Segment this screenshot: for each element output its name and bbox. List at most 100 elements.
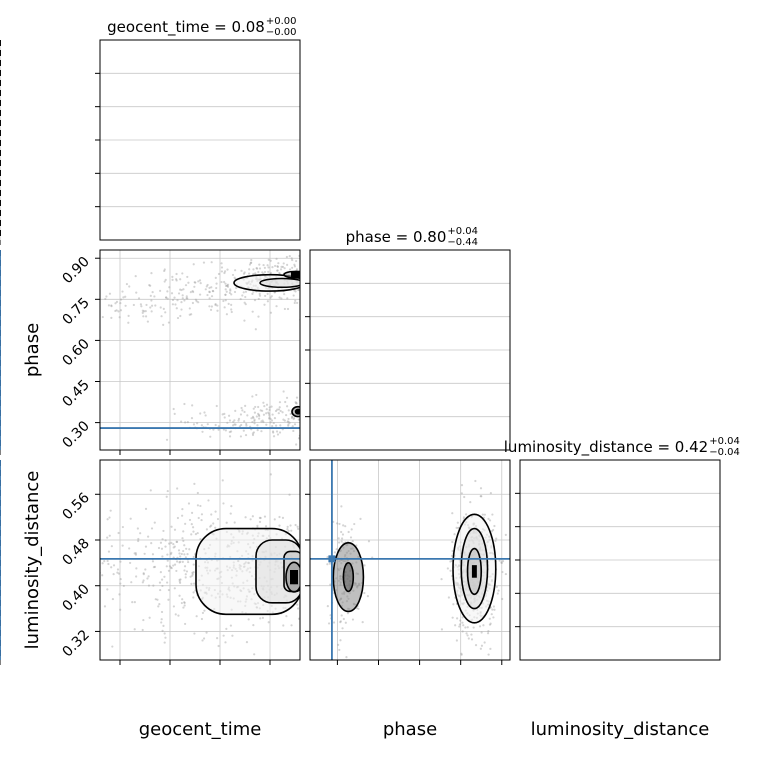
sample-point (267, 270, 270, 273)
sample-point (306, 269, 308, 271)
sample-point (461, 621, 464, 624)
sample-point (243, 410, 246, 414)
sample-point (464, 513, 468, 516)
y-tick-label-phase: 0.75 (59, 295, 92, 328)
sample-point (157, 546, 161, 550)
sample-point (179, 314, 182, 318)
sample-point (483, 513, 486, 516)
sample-point (199, 504, 202, 508)
sample-point (278, 401, 282, 404)
sample-point (224, 293, 227, 296)
sample-point (330, 417, 332, 419)
sample-point (303, 286, 305, 288)
y-axis-label-luminosity_distance: luminosity_distance (22, 471, 43, 650)
sample-point (311, 258, 313, 260)
sample-point (287, 423, 290, 426)
sample-point (224, 288, 227, 291)
sample-point (286, 528, 289, 531)
sample-point (204, 414, 207, 417)
sample-point (217, 428, 220, 431)
sample-point (276, 265, 279, 268)
sample-point (363, 564, 366, 567)
sample-point (292, 429, 295, 433)
sample-point (224, 641, 227, 644)
sample-point (262, 263, 265, 267)
sample-point (320, 260, 322, 262)
sample-point (470, 638, 474, 641)
sample-point (124, 295, 127, 298)
sample-point (478, 625, 482, 628)
sample-point (314, 256, 316, 258)
sample-point (294, 523, 297, 527)
sample-point (186, 275, 189, 279)
sample-point (310, 277, 312, 279)
sample-point (265, 423, 268, 426)
sample-point (222, 502, 225, 505)
sample-point (109, 509, 112, 512)
sample-point (139, 303, 143, 306)
sample-point (303, 561, 305, 563)
sample-point (202, 637, 206, 640)
sample-point (215, 282, 218, 285)
sample-point (168, 542, 171, 545)
sample-point (329, 411, 331, 413)
sample-point (147, 575, 150, 578)
panel-frame (309, 249, 511, 451)
sample-point (335, 522, 339, 525)
sample-point (252, 416, 255, 419)
sample-point (122, 296, 125, 299)
sample-point (200, 513, 204, 516)
sample-point (160, 610, 164, 614)
sample-point (375, 545, 377, 547)
sample-point (164, 545, 167, 548)
sample-point (184, 576, 187, 579)
sample-point (328, 272, 330, 274)
sample-point (133, 601, 136, 604)
sample-point (173, 563, 177, 566)
sample-point (337, 425, 339, 427)
sample-point (162, 323, 165, 326)
sample-point (338, 648, 341, 652)
sample-point (280, 297, 283, 300)
sample-point (182, 530, 185, 533)
sample-point (286, 263, 289, 266)
sample-point (253, 299, 257, 302)
sample-point (221, 413, 224, 416)
sample-point (279, 409, 282, 413)
sample-point (348, 419, 350, 421)
sample-point (323, 625, 325, 627)
sample-point (488, 519, 492, 522)
sample-point (275, 424, 278, 427)
sample-point (327, 433, 329, 435)
sample-point (279, 424, 282, 427)
sample-point (147, 535, 150, 538)
sample-point (116, 571, 119, 574)
sample-point (233, 419, 236, 422)
sample-point (178, 580, 181, 583)
sample-point (158, 603, 161, 606)
sample-point (258, 267, 262, 270)
sample-point (313, 397, 315, 399)
sample-point (244, 516, 247, 519)
sample-point (166, 581, 169, 584)
sample-point (264, 525, 268, 528)
sample-point (337, 537, 340, 540)
sample-point (129, 561, 132, 565)
sample-point (317, 268, 319, 270)
diag-panel-phase (0, 249, 511, 455)
sample-point (291, 266, 294, 269)
sample-point (290, 529, 293, 532)
sample-point (489, 492, 492, 495)
sample-point (321, 274, 323, 276)
sample-point (307, 404, 309, 406)
sample-point (161, 538, 164, 541)
sample-point (191, 301, 195, 305)
density-peak (296, 409, 300, 414)
sample-point (183, 299, 186, 302)
sample-point (234, 423, 237, 426)
sample-point (319, 533, 321, 535)
sample-point (182, 539, 185, 542)
sample-point (311, 404, 313, 406)
sample-point (293, 263, 296, 266)
sample-point (283, 419, 286, 422)
